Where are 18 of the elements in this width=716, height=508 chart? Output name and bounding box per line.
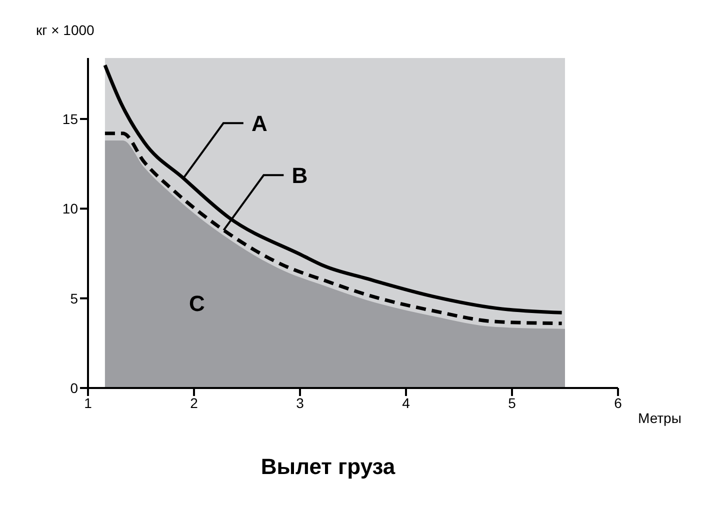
x-tick-label: 5 <box>508 394 516 411</box>
line-series <box>103 63 564 314</box>
x-axis-title: Метры <box>638 410 682 426</box>
y-tick-label: 0 <box>70 380 78 396</box>
annotation: A <box>251 111 268 136</box>
annotation: B <box>292 163 308 188</box>
x-tick-label: 3 <box>296 394 304 411</box>
y-tick-label: 5 <box>70 290 78 306</box>
y-tick-label: 15 <box>62 110 78 127</box>
annotation: C <box>189 291 206 316</box>
line-series <box>103 132 564 326</box>
text: Вылет груза <box>260 454 396 480</box>
x-tick-label: 2 <box>190 394 198 411</box>
y-axis-title: кг × 1000 <box>36 22 94 38</box>
x-tick-label: 1 <box>84 394 92 411</box>
y-tick-label: 10 <box>62 200 78 217</box>
x-tick-label: 6 <box>614 394 622 411</box>
x-tick-label: 4 <box>402 394 410 411</box>
